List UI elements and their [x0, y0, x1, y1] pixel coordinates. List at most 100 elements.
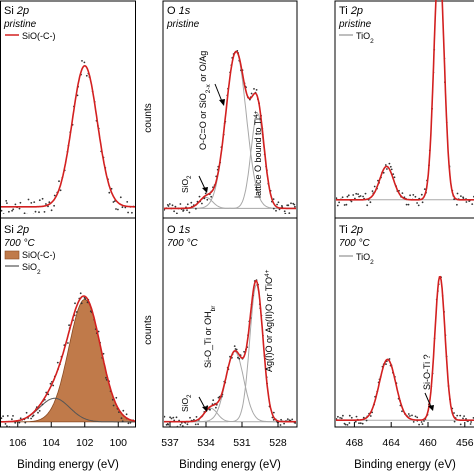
component-ti2p-700-1 [336, 276, 474, 421]
data-point [30, 417, 32, 420]
data-point [287, 204, 290, 207]
xticks-si2p-700: 106 104 102 100 [9, 422, 127, 449]
data-point [243, 350, 246, 353]
data-point [401, 192, 404, 195]
data-point [453, 420, 456, 423]
data-point [67, 342, 69, 344]
data-point [38, 410, 41, 412]
title-o1s-700: O 1s [167, 224, 191, 236]
data-point [53, 194, 56, 197]
data-point [412, 194, 415, 196]
frame-o1s-700 [162, 217, 298, 428]
title-ti2p-700: Ti 2p [339, 224, 363, 236]
data-point [58, 180, 60, 183]
data-point [59, 189, 62, 192]
data-point [126, 201, 129, 203]
data-point [459, 414, 462, 417]
data-point [79, 292, 82, 295]
xticks-ti2p-700: 468 464 460 456 [346, 422, 474, 449]
data-point [459, 423, 462, 426]
data-point [132, 426, 135, 427]
data-point [411, 414, 413, 417]
data-point [19, 201, 22, 204]
data-point [362, 416, 365, 419]
data-point [164, 415, 166, 418]
xtick-label: 102 [76, 437, 94, 449]
data-point [2, 213, 5, 214]
legend-ti2p-pristine: TiO2 [339, 31, 374, 45]
data-point [203, 197, 206, 200]
component-o1s-pristine-2 [164, 113, 296, 209]
data-point [385, 363, 387, 365]
data-point [407, 413, 410, 415]
data-point [362, 195, 364, 198]
data-point [56, 361, 59, 364]
data-point [74, 302, 76, 305]
data-point [80, 302, 83, 305]
data-point [456, 203, 458, 206]
arrowhead-si-o-ti [428, 405, 434, 411]
data-point [7, 210, 10, 213]
condition-ti2p-700: 700 °C [339, 238, 370, 249]
data-point [291, 418, 294, 421]
data-point [421, 423, 424, 425]
data-point [5, 200, 8, 202]
data-point [347, 194, 350, 197]
fit-envelope-o1s-700 [164, 279, 296, 423]
annotation-sioti: Si-O_Ti or OHbr [203, 305, 217, 368]
data-point [81, 60, 83, 62]
data-point [401, 410, 403, 413]
data-point [14, 203, 17, 206]
legend-label-sio2: SiO2 [22, 262, 41, 276]
xtick-label: 456 [456, 437, 474, 449]
data-point [115, 396, 118, 399]
data-point [339, 417, 341, 419]
data-point [384, 164, 387, 166]
legend-label-tio2-700: TiO2 [356, 252, 374, 266]
data-point [272, 198, 275, 201]
title-si2p-700: Si 2p [4, 224, 29, 236]
title-si2p-pristine: Si 2p [4, 5, 29, 17]
plot-o1s-pristine [164, 50, 296, 214]
data-point [453, 412, 455, 414]
legend-si2p-pristine: SiO(-C-) [5, 31, 56, 41]
data-point [97, 330, 100, 333]
data-point [125, 413, 128, 416]
data-point [23, 212, 26, 214]
data-point [11, 209, 14, 212]
data-point [359, 195, 362, 197]
data-point [276, 203, 278, 206]
data-point [336, 204, 339, 207]
legend-label-tio2: TiO2 [356, 31, 374, 45]
plot-ti2p-pristine [336, 0, 474, 207]
data-point [469, 423, 472, 425]
data-point [456, 414, 459, 417]
data-point [371, 190, 374, 193]
data-point [278, 208, 281, 211]
data-point [112, 201, 115, 203]
data-point [423, 188, 426, 191]
data-point [190, 201, 193, 204]
xlabel-ti2p: Binding energy (eV) [354, 459, 456, 471]
data-point [12, 208, 15, 211]
data-point [462, 197, 465, 200]
data-point [463, 415, 465, 417]
data-point [27, 198, 30, 201]
data-point [409, 415, 411, 417]
data-point [119, 196, 122, 199]
legend-si2p-700: SiO(-C-) SiO2 [4, 250, 56, 276]
plot-si2p-pristine [1, 60, 135, 214]
data-point [284, 212, 287, 214]
data-point [37, 411, 39, 414]
data-point [416, 202, 418, 204]
condition-si2p-700: 700 °C [4, 238, 35, 249]
data-point [83, 61, 86, 64]
data-point [348, 422, 351, 424]
data-point [460, 195, 462, 198]
data-point [25, 411, 28, 414]
data-point [253, 88, 255, 90]
arrowhead-sio2-700 [202, 406, 208, 412]
component-ti2p-700-0 [336, 358, 474, 421]
data-point [354, 420, 357, 423]
xticks-o1s-700: 537 534 531 528 [161, 422, 287, 449]
